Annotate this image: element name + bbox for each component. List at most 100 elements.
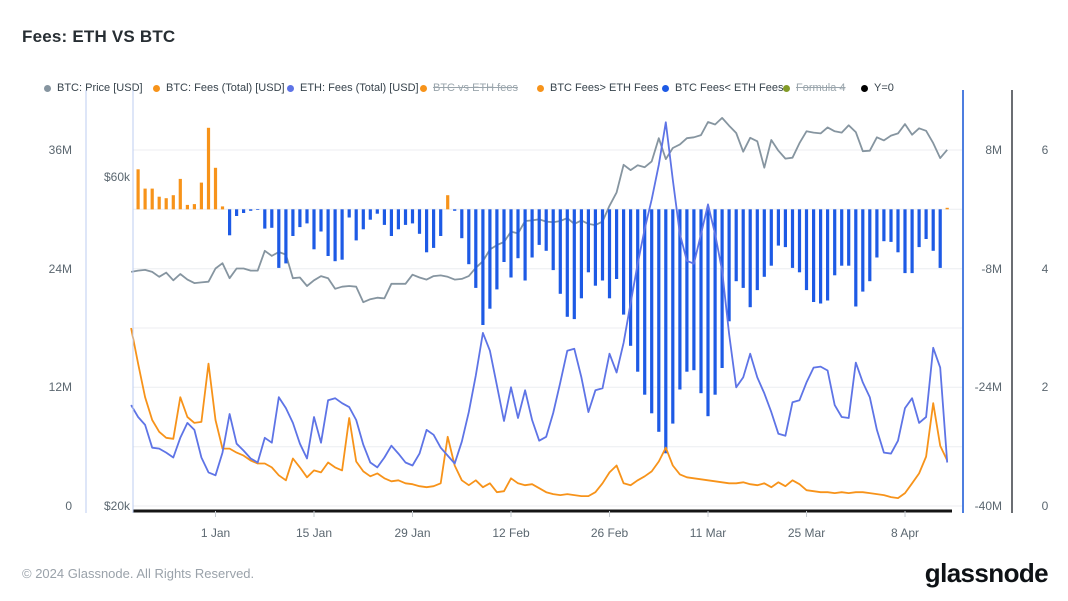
btc-gt-eth-bar [178, 178, 182, 210]
btc-lt-eth-bar [643, 209, 647, 395]
btc-lt-eth-bar [586, 209, 590, 273]
y-axis-diff-label: -24M [974, 380, 1002, 395]
btc-lt-eth-bar [861, 209, 865, 292]
btc-lt-eth-bar [417, 209, 422, 234]
btc-lt-eth-bar [762, 209, 766, 277]
btc-lt-eth-bar [432, 209, 436, 248]
btc-lt-eth-bar [819, 209, 823, 304]
btc-lt-eth-bar [804, 209, 809, 291]
legend-label: Y=0 [874, 82, 894, 94]
btc-lt-eth-bar [481, 209, 485, 325]
btc-lt-eth-bar [622, 209, 626, 315]
btc-fees-line [130, 327, 949, 500]
y-axis-fees-label: 24M [48, 261, 72, 276]
btc-lt-eth-bar [600, 209, 605, 281]
y-axis-formula-label: 2 [1041, 380, 1049, 395]
page-title: Fees: ETH VS BTC [22, 27, 176, 46]
btc-lt-eth-bar [509, 209, 513, 278]
btc-lt-eth-bar [558, 209, 562, 294]
btc-lt-eth-bar [896, 209, 900, 253]
x-axis-label: 26 Feb [590, 526, 629, 540]
x-axis-label: 15 Jan [295, 526, 333, 540]
btc-lt-eth-bar [425, 209, 429, 253]
btc-lt-eth-bar [692, 209, 696, 371]
legend-dot-icon [153, 84, 160, 92]
legend-item-4[interactable]: BTC Fees> ETH Fees [537, 82, 659, 94]
legend-dot-icon [662, 84, 669, 92]
legend-item-6[interactable]: Formula 4 [783, 82, 846, 94]
btc-lt-eth-bar [797, 209, 802, 273]
btc-lt-eth-bar [249, 209, 253, 211]
y-axis-diff-label: -8M [981, 261, 1002, 276]
legend-item-0[interactable]: BTC: Price [USD] [44, 82, 143, 94]
legend-item-2[interactable]: ETH: Fees (Total) [USD] [287, 82, 419, 94]
x-axis-label: 29 Jan [394, 526, 431, 540]
btc-lt-eth-bar [495, 209, 499, 290]
btc-lt-eth-bar [868, 209, 872, 282]
btc-lt-eth-bar [734, 209, 738, 282]
btc-lt-eth-bar [755, 209, 759, 291]
btc-lt-eth-bar [516, 209, 520, 259]
btc-lt-eth-bar [671, 209, 675, 424]
btc-gt-eth-bar [199, 182, 203, 210]
legend-label: BTC vs ETH fees [433, 82, 518, 94]
btc-lt-eth-bar [840, 209, 844, 266]
btc-lt-eth-bar [347, 209, 351, 218]
btc-lt-eth-bar [769, 209, 773, 266]
btc-gt-eth-bar [220, 206, 225, 210]
legend-label: ETH: Fees (Total) [USD] [300, 82, 419, 94]
legend-label: BTC: Price [USD] [57, 82, 143, 94]
btc-lt-eth-bar [256, 209, 260, 210]
legend-label: BTC Fees> ETH Fees [550, 82, 659, 94]
btc-lt-eth-bar [607, 209, 612, 299]
x-axis-label: 8 Apr [891, 526, 920, 540]
btc-lt-eth-bar [678, 209, 682, 390]
btc-lt-eth-bar [650, 209, 654, 414]
btc-lt-eth-bar [833, 209, 837, 276]
btc-lt-eth-bar [537, 209, 541, 245]
btc-lt-eth-bar [368, 209, 372, 220]
legend-item-3[interactable]: BTC vs ETH fees [420, 82, 518, 94]
btc-lt-eth-bar [488, 209, 492, 309]
btc-gt-eth-bar [206, 127, 211, 210]
btc-lt-eth-bar [741, 209, 745, 288]
btc-lt-eth-bar [263, 209, 267, 229]
btc-lt-eth-bar [685, 209, 689, 372]
y-axis-fees-label: 12M [48, 380, 72, 395]
glassnode-logo: glassnode [924, 558, 1049, 588]
btc-lt-eth-bar [882, 209, 886, 242]
btc-gt-eth-bar [213, 167, 218, 210]
btc-gt-eth-bar [143, 188, 147, 210]
btc-gt-eth-bar [136, 169, 140, 210]
btc-lt-eth-bar [291, 209, 295, 236]
btc-lt-eth-bar [664, 209, 668, 454]
legend-item-1[interactable]: BTC: Fees (Total) [USD] [153, 82, 285, 94]
btc-lt-eth-bar [242, 209, 246, 213]
btc-lt-eth-bar [875, 209, 879, 258]
btc-lt-eth-bar [502, 209, 506, 262]
legend-item-7[interactable]: Y=0 [861, 82, 894, 94]
btc-lt-eth-bar [826, 209, 830, 301]
btc-lt-eth-bar [579, 209, 583, 299]
btc-gt-eth-bar [446, 195, 450, 210]
legend-dot-icon [287, 84, 294, 92]
btc-lt-eth-bar [924, 209, 928, 239]
eth-fees-line [130, 121, 949, 477]
btc-gt-eth-bar [171, 195, 175, 210]
btc-gt-eth-bar [185, 204, 189, 210]
btc-lt-eth-bar [319, 209, 323, 232]
btc-lt-eth-bar [593, 209, 597, 286]
legend-item-5[interactable]: BTC Fees< ETH Fees [662, 82, 784, 94]
btc-lt-eth-bar [790, 209, 795, 268]
btc-lt-eth-bar [340, 209, 344, 260]
btc-lt-eth-bar [748, 209, 752, 308]
btc-lt-eth-bar [530, 209, 534, 258]
btc-lt-eth-bar [474, 209, 478, 288]
btc-lt-eth-bar [565, 209, 569, 317]
btc-lt-eth-bar [410, 209, 415, 224]
y-axis-formula-label: 0 [1041, 498, 1049, 513]
btc-lt-eth-bar [298, 209, 302, 228]
btc-lt-eth-bar [903, 209, 907, 274]
